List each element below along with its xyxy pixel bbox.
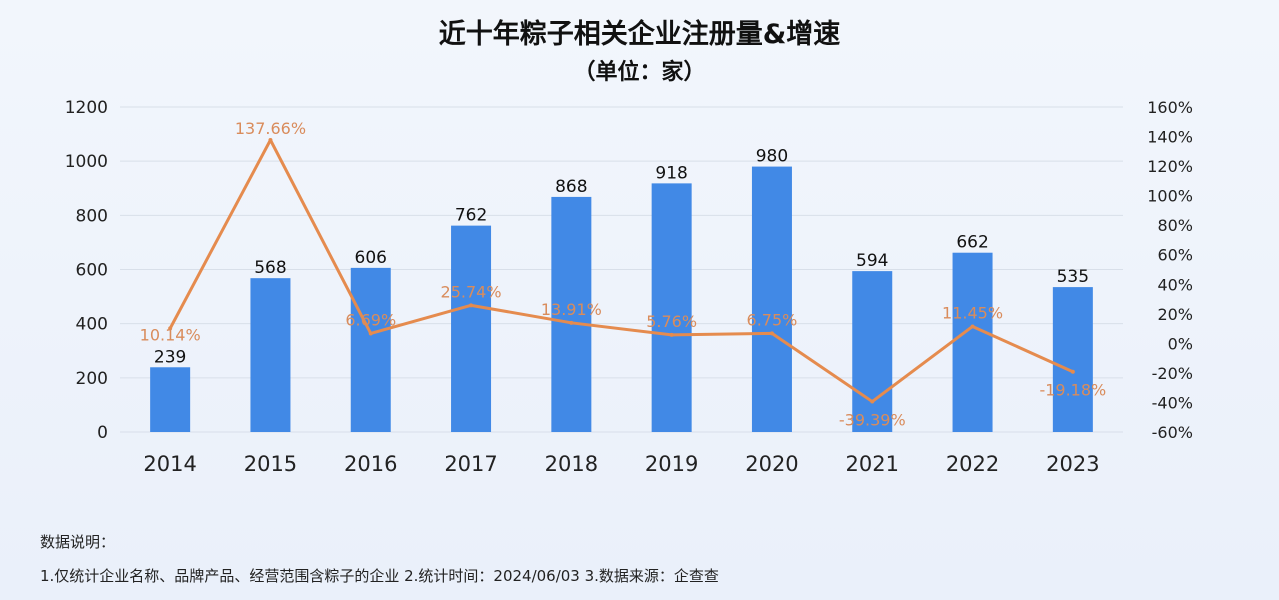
x-axis: 2014 2015 2016 2017 2018 2019 2020 2021 2022 2023 <box>143 452 1099 476</box>
growth-point <box>168 326 173 331</box>
growth-value-label: 25.74% <box>441 282 502 301</box>
chart-subtitle: （单位：家） <box>573 60 706 85</box>
right-tick-label: 120% <box>1147 157 1193 176</box>
growth-point <box>669 332 674 337</box>
bar-value-label: 868 <box>555 177 587 197</box>
right-axis: -60% -40% -20% 0% 20% 40% 60% 80% 100% 120% 140% 16… <box>1147 98 1193 442</box>
x-tick-label: 2017 <box>444 452 497 476</box>
bar-value-label: 762 <box>455 206 487 226</box>
growth-value-label: 6.75% <box>747 310 798 329</box>
right-tick-label: 80% <box>1157 216 1193 235</box>
growth-point <box>1070 369 1075 374</box>
bar-value-label: 980 <box>756 147 788 167</box>
bar-value-label: 918 <box>655 163 687 183</box>
bar <box>651 183 692 432</box>
left-tick-label: 400 <box>76 315 108 335</box>
growth-value-label: -39.39% <box>839 411 906 430</box>
growth-value-label: -19.18% <box>1039 381 1106 400</box>
right-tick-label: 0% <box>1168 334 1193 353</box>
right-tick-label: 40% <box>1157 275 1193 294</box>
notes-heading: 数据说明： <box>40 533 116 551</box>
left-tick-label: 1000 <box>65 152 108 172</box>
growth-value-label: 137.66% <box>235 119 306 138</box>
growth-point <box>469 303 474 308</box>
right-tick-label: -20% <box>1152 364 1193 383</box>
x-tick-label: 2014 <box>143 452 196 476</box>
left-axis: 0 200 400 600 800 1000 1200 <box>65 98 108 443</box>
x-tick-label: 2015 <box>244 452 297 476</box>
data-labels: 239 568 606 762 868 918 980 594 662 535 10.14% 137.… <box>140 119 1107 430</box>
chart-title: 近十年粽子相关企业注册量&增速 <box>438 19 841 50</box>
right-tick-label: -60% <box>1152 423 1193 442</box>
bar <box>551 196 592 432</box>
right-tick-label: 160% <box>1147 98 1193 117</box>
bar <box>852 271 893 432</box>
x-tick-label: 2022 <box>946 452 999 476</box>
growth-value-label: 5.76% <box>646 312 697 331</box>
bar <box>451 225 492 432</box>
bar-series <box>150 166 1093 433</box>
bar <box>952 252 993 432</box>
right-tick-label: 140% <box>1147 128 1193 147</box>
growth-point <box>769 331 774 336</box>
x-tick-label: 2023 <box>1046 452 1099 476</box>
x-tick-label: 2021 <box>846 452 899 476</box>
growth-line <box>168 138 1074 404</box>
left-tick-label: 800 <box>76 206 108 226</box>
growth-line-series <box>168 138 1075 404</box>
left-tick-label: 0 <box>97 423 108 443</box>
growth-point <box>870 399 875 404</box>
x-tick-label: 2018 <box>545 452 598 476</box>
bar-value-label: 606 <box>355 248 387 268</box>
left-tick-label: 200 <box>76 369 108 389</box>
x-tick-label: 2016 <box>344 452 397 476</box>
growth-value-label: 13.91% <box>541 300 602 319</box>
bar-value-label: 662 <box>956 233 988 253</box>
growth-point <box>368 331 373 336</box>
bar-value-label: 239 <box>154 347 186 367</box>
right-tick-label: -40% <box>1152 393 1193 412</box>
growth-point <box>569 320 574 325</box>
bar <box>150 367 191 432</box>
bar-value-label: 594 <box>856 251 888 271</box>
growth-value-label: 10.14% <box>140 325 201 344</box>
bar <box>1052 287 1093 432</box>
right-tick-label: 20% <box>1157 305 1193 324</box>
growth-value-label: 11.45% <box>942 303 1003 322</box>
x-tick-label: 2019 <box>645 452 698 476</box>
growth-point <box>970 324 975 329</box>
bar-value-label: 568 <box>254 258 286 278</box>
x-tick-label: 2020 <box>745 452 798 476</box>
right-tick-label: 100% <box>1147 187 1193 206</box>
growth-value-label: 6.69% <box>345 310 396 329</box>
growth-point <box>268 138 273 143</box>
bar <box>350 267 391 432</box>
left-tick-label: 1200 <box>65 98 108 118</box>
bar-value-label: 535 <box>1057 267 1089 287</box>
right-tick-label: 60% <box>1157 246 1193 265</box>
bar <box>250 278 291 432</box>
bar <box>751 166 792 433</box>
notes-body: 1.仅统计企业名称、品牌产品、经营范围含粽子的企业 2.统计时间：2024/06… <box>40 567 719 585</box>
left-tick-label: 600 <box>76 261 108 281</box>
combo-chart: 0 200 400 600 800 1000 1200 -60% -40% -20% 0% 20% 4… <box>65 98 1193 476</box>
